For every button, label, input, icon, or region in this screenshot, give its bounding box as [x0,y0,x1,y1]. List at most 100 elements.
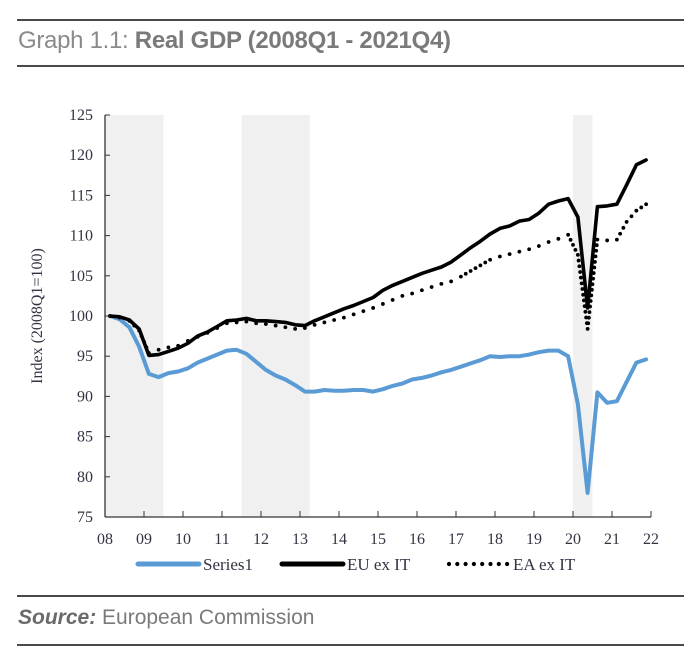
x-tick-label-21: 21 [604,531,620,548]
dot-ea-ex-it [581,292,586,297]
point-ea-ex-it-2015Q1 [380,302,385,306]
point-ea-ex-it-2019Q3 [556,236,561,241]
point-ea-ex-it-2019Q4 [566,232,571,237]
point-ea-ex-it-2014Q1 [341,315,346,320]
x-tick-label-13: 13 [292,531,308,548]
source-note: Source: European Commission [18,606,314,630]
x-tick-label-22: 22 [643,531,659,548]
axes-group: 75 80 85 90 95 100 105 110 115 120 125 08 09 10 11 12 13… [69,107,659,548]
point-ea-ex-it-2017Q2 [468,269,473,273]
y-tick-label-110: 110 [70,228,93,245]
point-ea-ex-it-2009Q3 [166,345,171,350]
dot-ea-ex-it [594,248,599,253]
x-tick-label-09: 09 [136,531,152,548]
point-ea-ex-it-2013Q2 [312,322,317,327]
legend-dot [505,561,510,567]
y-tick-label-80: 80 [77,469,93,486]
point-ea-ex-it-2020Q2 [585,326,590,331]
x-tick-label-17: 17 [448,531,464,548]
legend-dot [488,561,493,567]
point-ea-ex-it-2021Q1 [614,237,619,242]
dot-ea-ex-it [618,231,623,236]
point-ea-ex-it-2014Q4 [371,306,376,310]
point-ea-ex-it-2021Q3 [634,208,639,213]
point-ea-ex-it-2013Q3 [322,320,327,325]
point-ea-ex-it-2012Q3 [283,325,288,330]
point-ea-ex-it-2013Q4 [332,318,337,322]
legend-dot [463,561,468,567]
dot-ea-ex-it [573,247,578,252]
dot-ea-ex-it [629,214,634,219]
legend-dot [446,561,452,567]
dot-ea-ex-it [587,310,592,315]
legend-label-series1: Series1 [203,555,253,574]
dot-ea-ex-it [584,315,589,320]
y-axis-title: Index (2008Q1=100) [29,248,46,384]
dot-ea-ex-it [594,243,599,248]
point-ea-ex-it-2015Q4 [410,291,415,296]
dot-ea-ex-it [571,242,575,247]
point-ea-ex-it-2012Q1 [263,322,268,326]
x-tick-label-10: 10 [175,531,191,548]
x-tick-label-08: 08 [97,531,113,548]
series-series1 [107,314,649,495]
dot-ea-ex-it [578,275,583,280]
point-ea-ex-it-2017Q3 [478,263,483,268]
legend-dot [496,561,501,567]
point-ea-ex-it-2015Q2 [390,298,395,302]
x-tick-label-16: 16 [409,531,425,548]
legend-dot [455,561,460,567]
point-ea-ex-it-2012Q2 [273,323,278,328]
x-tick-label-18: 18 [487,531,503,548]
y-tick-label-100: 100 [69,308,93,325]
y-tick-label-95: 95 [77,348,93,365]
point-ea-ex-it-2011Q3 [244,319,249,324]
point-ea-ex-it-2018Q3 [517,249,522,254]
dot-ea-ex-it [583,309,588,314]
series-eu-ex-it [108,158,648,358]
dot-ea-ex-it [593,260,597,264]
x-tick-label-15: 15 [370,531,386,548]
series-ea-ex-it [107,202,649,355]
dot-ea-ex-it [473,266,478,271]
point-ea-ex-it-2016Q2 [429,285,434,289]
source-label: Source: [18,606,97,629]
point-ea-ex-it-2015Q3 [400,294,405,298]
x-tick-label-12: 12 [253,531,269,548]
legend-dot [480,561,485,567]
recession-shade-2 [241,115,310,517]
dot-ea-ex-it [483,260,488,265]
dot-ea-ex-it [586,321,591,326]
dot-ea-ex-it [568,237,573,242]
dot-ea-ex-it [593,254,598,259]
figure-title: Graph 1.1: Real GDP (2008Q1 - 2021Q4) [18,27,451,55]
point-ea-ex-it-2021Q2 [624,220,629,224]
legend-dot [471,561,476,567]
point-ea-ex-it-2016Q1 [419,288,424,293]
source-bottom-rule [17,644,684,646]
x-tick-label-20: 20 [565,531,581,548]
recession-shading-group [105,115,593,517]
dot-ea-ex-it [581,298,586,303]
dot-ea-ex-it [577,264,582,269]
y-tick-label-75: 75 [77,509,93,526]
dot-ea-ex-it [621,225,626,230]
point-ea-ex-it-2014Q3 [361,309,366,314]
dot-ea-ex-it [463,271,468,276]
point-ea-ex-it-2018Q1 [497,254,502,259]
title-prefix: Graph 1.1: [18,27,135,54]
dot-ea-ex-it [579,281,584,286]
point-ea-ex-it-2017Q1 [458,274,463,279]
point-ea-ex-it-2012Q4 [293,326,298,331]
legend-label-ea-ex-it: EA ex IT [513,555,576,574]
y-tick-label-90: 90 [77,388,93,405]
point-ea-ex-it-2019Q1 [536,244,541,248]
y-tick-label-115: 115 [70,187,93,204]
dot-ea-ex-it [580,287,585,291]
source-top-rule [17,595,684,597]
x-tick-label-11: 11 [214,531,229,548]
title-bottom-rule [17,65,684,67]
point-ea-ex-it-2020Q1 [575,252,580,257]
y-tick-label-105: 105 [69,268,93,285]
